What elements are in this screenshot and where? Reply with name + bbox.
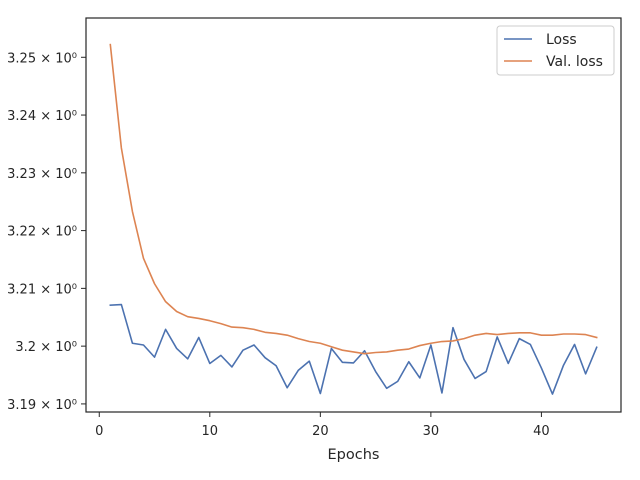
legend: Loss Val. loss (496, 25, 615, 76)
y-tick-label: 3.23 × 10⁰ (7, 167, 77, 182)
x-tick-label: 40 (533, 424, 550, 439)
y-tick-label: 3.22 × 10⁰ (7, 225, 77, 240)
legend-label-val-loss: Val. loss (546, 54, 603, 70)
y-axis-ticks: 3.19 × 10⁰ 3.2 × 10⁰ 3.21 × 10⁰ 3.22 × 10⁰ 3… (7, 51, 86, 413)
series-lines (109, 43, 598, 395)
plot-area-frame (85, 17, 622, 413)
y-tick-label: 3.19 × 10⁰ (7, 398, 77, 413)
x-axis-label: Epochs (328, 447, 380, 463)
x-tick-label: 10 (202, 424, 219, 439)
x-tick-label: 0 (95, 424, 103, 439)
y-tick-label: 3.21 × 10⁰ (7, 282, 77, 297)
y-tick-label: 3.25 × 10⁰ (7, 51, 77, 66)
y-tick-label: 3.24 × 10⁰ (7, 109, 77, 124)
x-tick-label: 20 (312, 424, 329, 439)
legend-label-loss: Loss (546, 32, 577, 48)
series-line-loss (109, 303, 598, 395)
x-axis-ticks: 0 10 20 30 40 (95, 412, 550, 439)
x-tick-label: 30 (423, 424, 440, 439)
series-line-val-loss (109, 43, 598, 355)
y-tick-label: 3.2 × 10⁰ (15, 340, 77, 355)
